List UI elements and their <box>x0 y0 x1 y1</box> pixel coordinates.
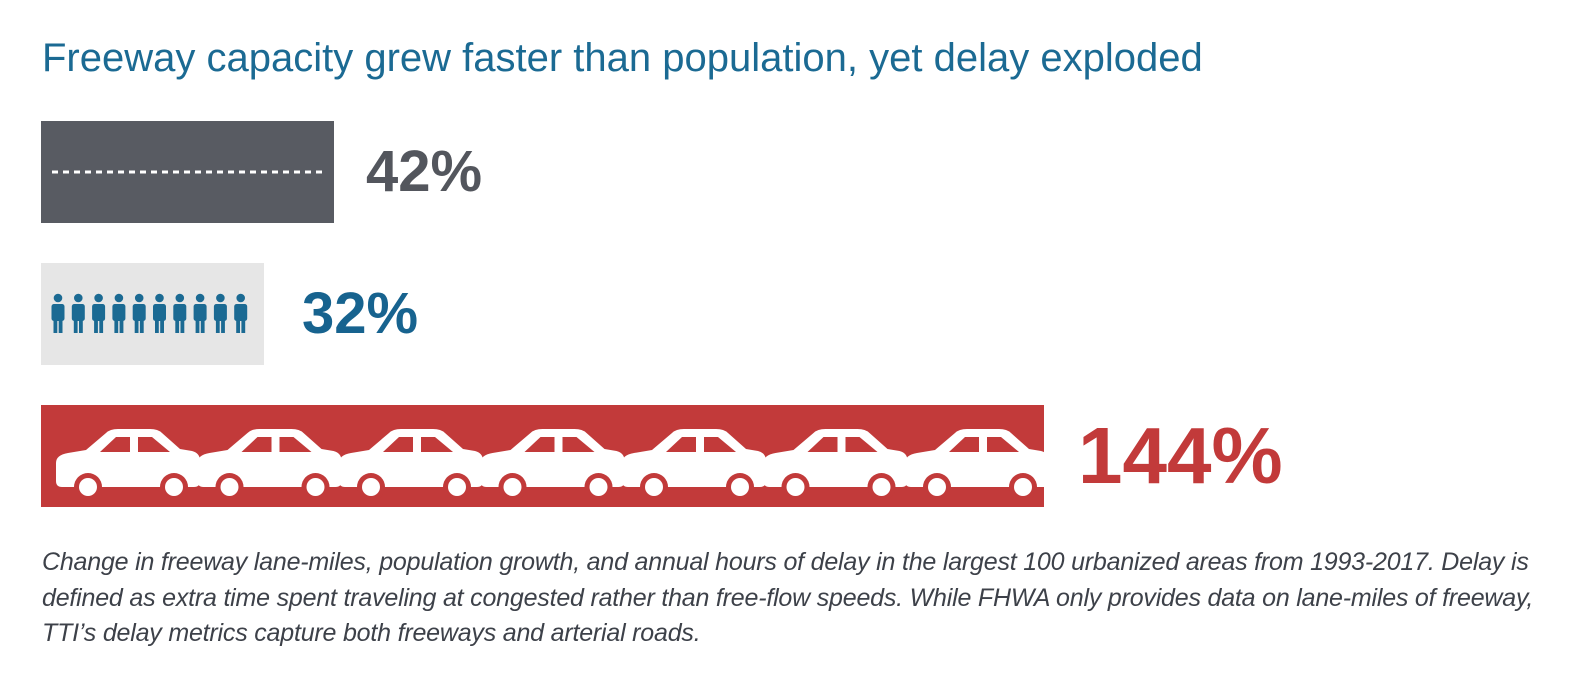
chart-caption: Change in freeway lane-miles, population… <box>42 548 1534 647</box>
person-icon <box>173 293 187 333</box>
lane-dash-10 <box>162 170 168 174</box>
person-icon <box>193 293 207 333</box>
person-icon <box>153 293 166 333</box>
data-label-population: 32% <box>302 281 419 346</box>
person-icon <box>51 293 65 333</box>
car-icon <box>480 429 625 501</box>
car-icon <box>339 429 483 501</box>
lane-dash-9 <box>151 170 157 174</box>
lane-dash-13 <box>195 170 201 174</box>
person-icon <box>92 293 106 333</box>
lane-dash-11 <box>173 170 179 174</box>
car-icon <box>622 429 766 501</box>
lane-dash-1 <box>63 170 69 174</box>
data-label-annual-hours-of-delay: 144% <box>1078 411 1283 500</box>
car-icon <box>763 429 908 501</box>
lane-dash-12 <box>184 170 190 174</box>
person-icon <box>213 293 227 333</box>
person-icon <box>234 293 248 333</box>
car-icon <box>197 429 342 501</box>
lane-dash-3 <box>85 170 91 174</box>
chart-title: Freeway capacity grew faster than popula… <box>42 36 1203 80</box>
person-icon <box>112 293 126 333</box>
bar-population <box>41 263 264 365</box>
lane-dash-14 <box>206 170 212 174</box>
lane-dash-16 <box>228 170 234 174</box>
lane-dash-20 <box>272 170 278 174</box>
lane-dash-18 <box>250 170 256 174</box>
data-label-freeway-lane-miles: 42% <box>366 139 483 204</box>
car-icon <box>905 429 1044 501</box>
bar-freeway-lane-miles <box>41 121 334 223</box>
person-icon <box>71 293 85 333</box>
lane-dash-7 <box>129 170 135 174</box>
lane-dash-2 <box>74 170 80 174</box>
lane-dash-21 <box>283 170 289 174</box>
person-icon <box>132 293 146 333</box>
lane-dash-22 <box>294 170 300 174</box>
lane-dash-19 <box>261 170 267 174</box>
lane-dash-4 <box>96 170 102 174</box>
lane-dash-6 <box>118 170 124 174</box>
lane-dash-0 <box>52 170 58 174</box>
road-lane-dashes-icon <box>52 170 322 174</box>
lane-dash-15 <box>217 170 223 174</box>
lane-dash-5 <box>107 170 113 174</box>
lane-dash-23 <box>305 170 311 174</box>
lane-dash-17 <box>239 170 245 174</box>
car-icon <box>56 429 200 501</box>
lane-dash-8 <box>140 170 146 174</box>
lane-dash-24 <box>316 170 322 174</box>
bar-annual-hours-of-delay <box>41 405 1044 507</box>
